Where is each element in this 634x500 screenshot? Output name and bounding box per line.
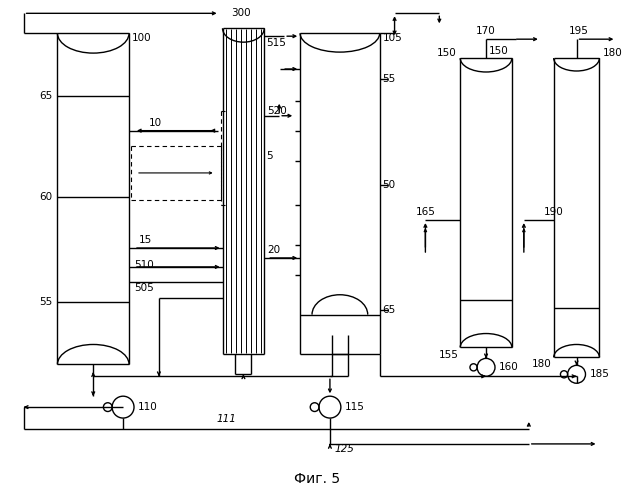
Text: 110: 110 xyxy=(138,402,158,412)
Text: 115: 115 xyxy=(345,402,365,412)
Text: 170: 170 xyxy=(476,26,496,36)
Text: 5: 5 xyxy=(266,150,273,160)
Text: 65: 65 xyxy=(383,304,396,314)
Text: 150: 150 xyxy=(436,48,456,58)
Text: 510: 510 xyxy=(134,260,154,270)
Text: 55: 55 xyxy=(383,74,396,84)
Text: 100: 100 xyxy=(132,33,152,43)
Text: 55: 55 xyxy=(39,296,53,306)
Text: 515: 515 xyxy=(266,38,286,48)
Text: Фиг. 5: Фиг. 5 xyxy=(294,472,340,486)
Text: 105: 105 xyxy=(383,33,403,43)
Text: 190: 190 xyxy=(544,207,564,217)
Text: 60: 60 xyxy=(39,192,53,202)
Text: 20: 20 xyxy=(268,245,280,255)
Text: 125: 125 xyxy=(335,444,355,454)
Text: 520: 520 xyxy=(268,106,287,116)
Text: 195: 195 xyxy=(569,26,588,36)
Text: 300: 300 xyxy=(231,8,251,18)
Text: 15: 15 xyxy=(139,235,152,245)
Text: 180: 180 xyxy=(532,360,552,370)
Text: 50: 50 xyxy=(383,180,396,190)
Text: 165: 165 xyxy=(415,207,436,217)
Text: 10: 10 xyxy=(149,118,162,128)
Text: 65: 65 xyxy=(39,91,53,101)
Text: 180: 180 xyxy=(602,48,622,58)
Text: 160: 160 xyxy=(499,362,519,372)
Text: 155: 155 xyxy=(438,350,458,360)
Text: 505: 505 xyxy=(134,283,154,293)
Text: 150: 150 xyxy=(489,46,509,56)
Text: 185: 185 xyxy=(590,370,609,380)
Text: 111: 111 xyxy=(217,414,236,424)
